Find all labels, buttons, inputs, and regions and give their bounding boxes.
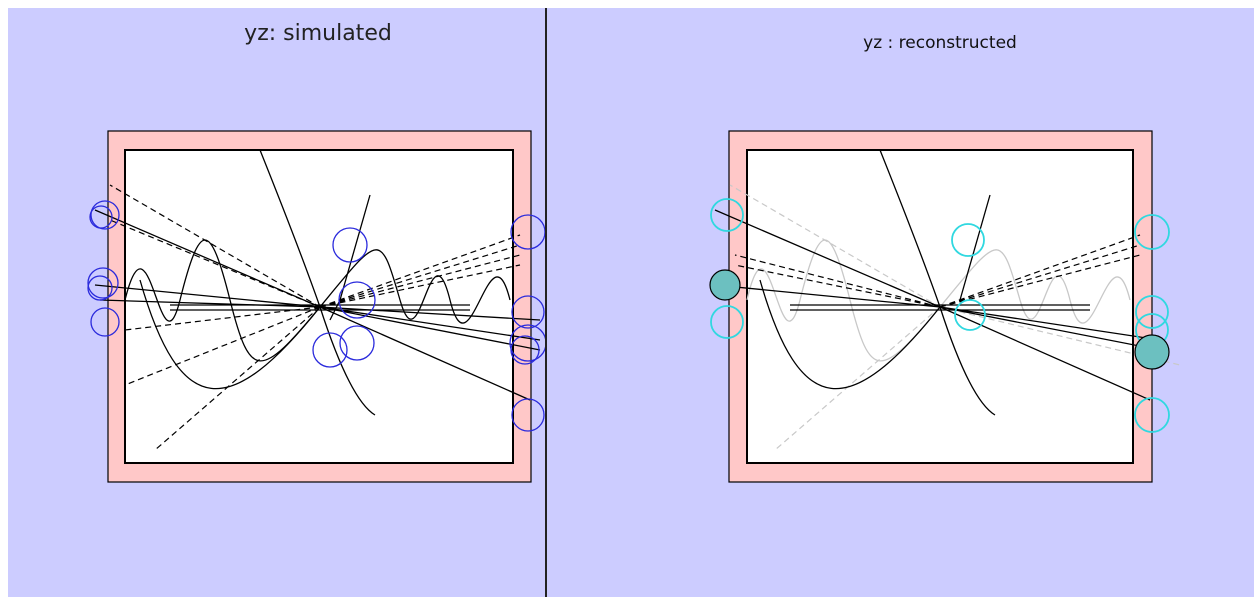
hits <box>87 200 547 432</box>
track <box>734 234 1141 308</box>
hit-circle <box>709 269 741 301</box>
hit-circle <box>511 398 545 432</box>
hits <box>709 198 1170 433</box>
hit-circle <box>951 223 985 257</box>
track <box>170 304 470 311</box>
hit-circle <box>510 335 540 365</box>
track <box>109 184 521 451</box>
track <box>959 194 991 301</box>
hit-circle <box>87 267 119 299</box>
hit-circle <box>710 305 744 339</box>
hit-circle <box>332 227 368 263</box>
track <box>94 209 541 401</box>
track <box>746 239 1131 362</box>
hit-circle <box>89 205 113 229</box>
panel-title: yz : reconstructed <box>863 33 1017 53</box>
simulated-panel: yz: simulated <box>8 8 547 597</box>
track <box>790 304 1090 311</box>
hit-circle <box>1134 397 1170 433</box>
panel-title: yz: simulated <box>244 21 392 46</box>
tracks <box>714 149 1181 451</box>
tracks <box>94 149 541 451</box>
hit-circle <box>710 198 744 232</box>
hit-circle <box>338 281 376 319</box>
track <box>124 239 511 362</box>
hit-circle <box>1134 334 1170 370</box>
hit-circle <box>90 307 120 337</box>
hit-circle <box>90 200 120 230</box>
reconstructed-panel: yz : reconstructed <box>547 8 1254 597</box>
hit-circle <box>1134 214 1170 250</box>
hit-circle <box>312 332 348 368</box>
hit-circle <box>339 325 375 361</box>
track <box>139 279 321 390</box>
hit-circle <box>1135 295 1169 329</box>
hit-circle <box>954 299 986 331</box>
hit-circle <box>87 275 113 301</box>
hit-circle <box>511 295 545 329</box>
track <box>759 279 941 390</box>
track <box>714 209 1161 401</box>
